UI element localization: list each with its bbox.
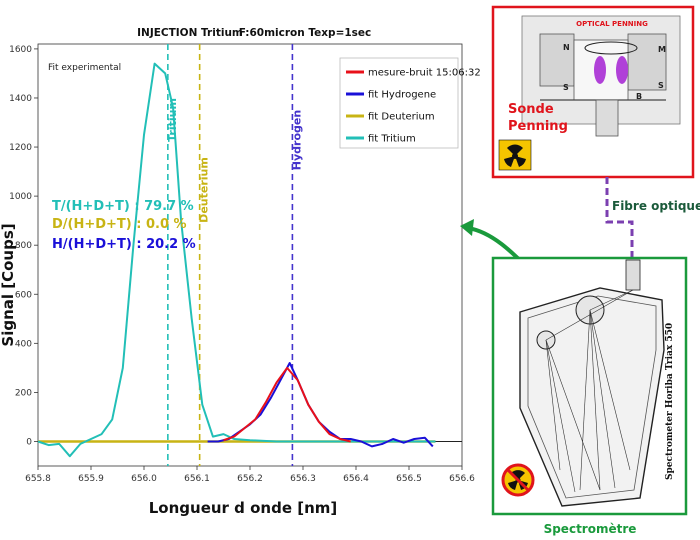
- y-tick-label: 1200: [9, 143, 32, 153]
- annotation-fit-experimental: Fit experimental: [48, 63, 121, 73]
- probe-title-line-1: Sonde: [508, 102, 554, 117]
- legend-label: mesure-bruit 15:06:32: [368, 68, 481, 79]
- optical-ring-icon: [584, 41, 638, 55]
- x-tick-label: 656.6: [449, 474, 475, 484]
- spectrometer-panel: Spectrometer Horiba Triax 550 Spectromèt…: [491, 256, 688, 536]
- legend-label: fit Deuterium: [368, 112, 435, 123]
- probe-title-line-2: Penning: [508, 119, 568, 134]
- probe-label-s-left: S: [563, 83, 569, 92]
- ratio-tritium: T/(H+D+T) : 79.7 %: [52, 199, 194, 214]
- probe-label-m: M: [658, 45, 666, 54]
- y-tick-label: 1000: [9, 192, 32, 202]
- top-label-params: F:60micron Texp=1sec: [239, 27, 372, 39]
- y-tick-label: 1600: [9, 45, 32, 55]
- x-tick-label: 656.0: [131, 474, 157, 484]
- x-tick-label: 656.5: [396, 474, 422, 484]
- x-tick-label: 656.3: [290, 474, 316, 484]
- probe-stem-icon: [595, 99, 619, 137]
- vline-label-hydrogen: Hydrogen: [290, 110, 303, 170]
- spectrometer-rotated-label: Spectrometer Horiba Triax 550: [665, 323, 675, 480]
- x-tick-label: 656.1: [184, 474, 210, 484]
- legend-label: fit Hydrogene: [368, 90, 436, 101]
- x-tick-label: 656.2: [237, 474, 263, 484]
- magnet-left-icon: [539, 33, 575, 87]
- probe-label-n: N: [563, 43, 570, 52]
- y-tick-label: 1400: [9, 94, 32, 104]
- vline-label-deuterium: Deuterium: [198, 157, 211, 223]
- legend-items: mesure-bruit 15:06:32 fit Hydrogene fit De…: [346, 68, 481, 145]
- optical-rays-icon: [545, 289, 634, 493]
- x-tick-label: 655.9: [78, 474, 104, 484]
- y-axis-ticks: 0 200 400 600 800 1000 1200 1400 1600: [9, 45, 38, 447]
- y-tick-label: 600: [15, 290, 32, 300]
- legend-label: fit Tritium: [368, 134, 416, 145]
- spectrum-chart: INJECTION Tritium F:60micron Texp=1sec T…: [0, 27, 481, 517]
- optical-fiber-line: [605, 177, 634, 258]
- x-tick-label: 655.8: [25, 474, 51, 484]
- y-tick-label: 200: [15, 388, 32, 398]
- probe-label-s-right: S: [658, 81, 664, 90]
- x-tick-label: 656.4: [343, 474, 369, 484]
- y-tick-label: 0: [26, 437, 32, 447]
- fiber-label: Fibre optique: [612, 199, 700, 213]
- legend: mesure-bruit 15:06:32 fit Hydrogene fit De…: [339, 57, 481, 149]
- x-axis-ticks: 655.8 655.9 656.0 656.1 656.2 656.3 656.4 656.5…: [25, 466, 475, 484]
- penning-probe-panel: OPTICAL PENNING N S M S B Sonde Penning: [491, 5, 695, 179]
- series-line-mesure-bruit-0: [223, 366, 351, 443]
- x-axis-label: Longueur d onde [nm]: [149, 499, 338, 517]
- series-layer: [37, 62, 462, 458]
- y-axis-label: Signal [Coups]: [0, 223, 17, 346]
- entrance-slit-icon: [625, 259, 641, 291]
- spectrometer-caption: Spectromètre: [544, 522, 637, 536]
- series-line-fit-3: [37, 62, 436, 458]
- radiation-hazard-icon: [498, 139, 532, 171]
- plasma-left-icon: [594, 56, 606, 84]
- arrow-head-icon: [460, 219, 474, 236]
- magnet-right-icon: [627, 33, 667, 91]
- top-label-injection: INJECTION Tritium: [137, 27, 243, 39]
- y-tick-label: 400: [15, 339, 32, 349]
- probe-label-b: B: [636, 92, 642, 101]
- ratio-hydrogen: H/(H+D+T) : 20.2 %: [52, 237, 196, 252]
- no-radiation-icon: [501, 463, 535, 497]
- ratio-deuterium: D/(H+D+T) : 0.0 %: [52, 217, 187, 232]
- y-tick-label: 800: [15, 241, 32, 251]
- plasma-right-icon: [616, 56, 628, 84]
- probe-header: OPTICAL PENNING: [576, 20, 648, 28]
- spectrometer-body-icon: [519, 287, 665, 507]
